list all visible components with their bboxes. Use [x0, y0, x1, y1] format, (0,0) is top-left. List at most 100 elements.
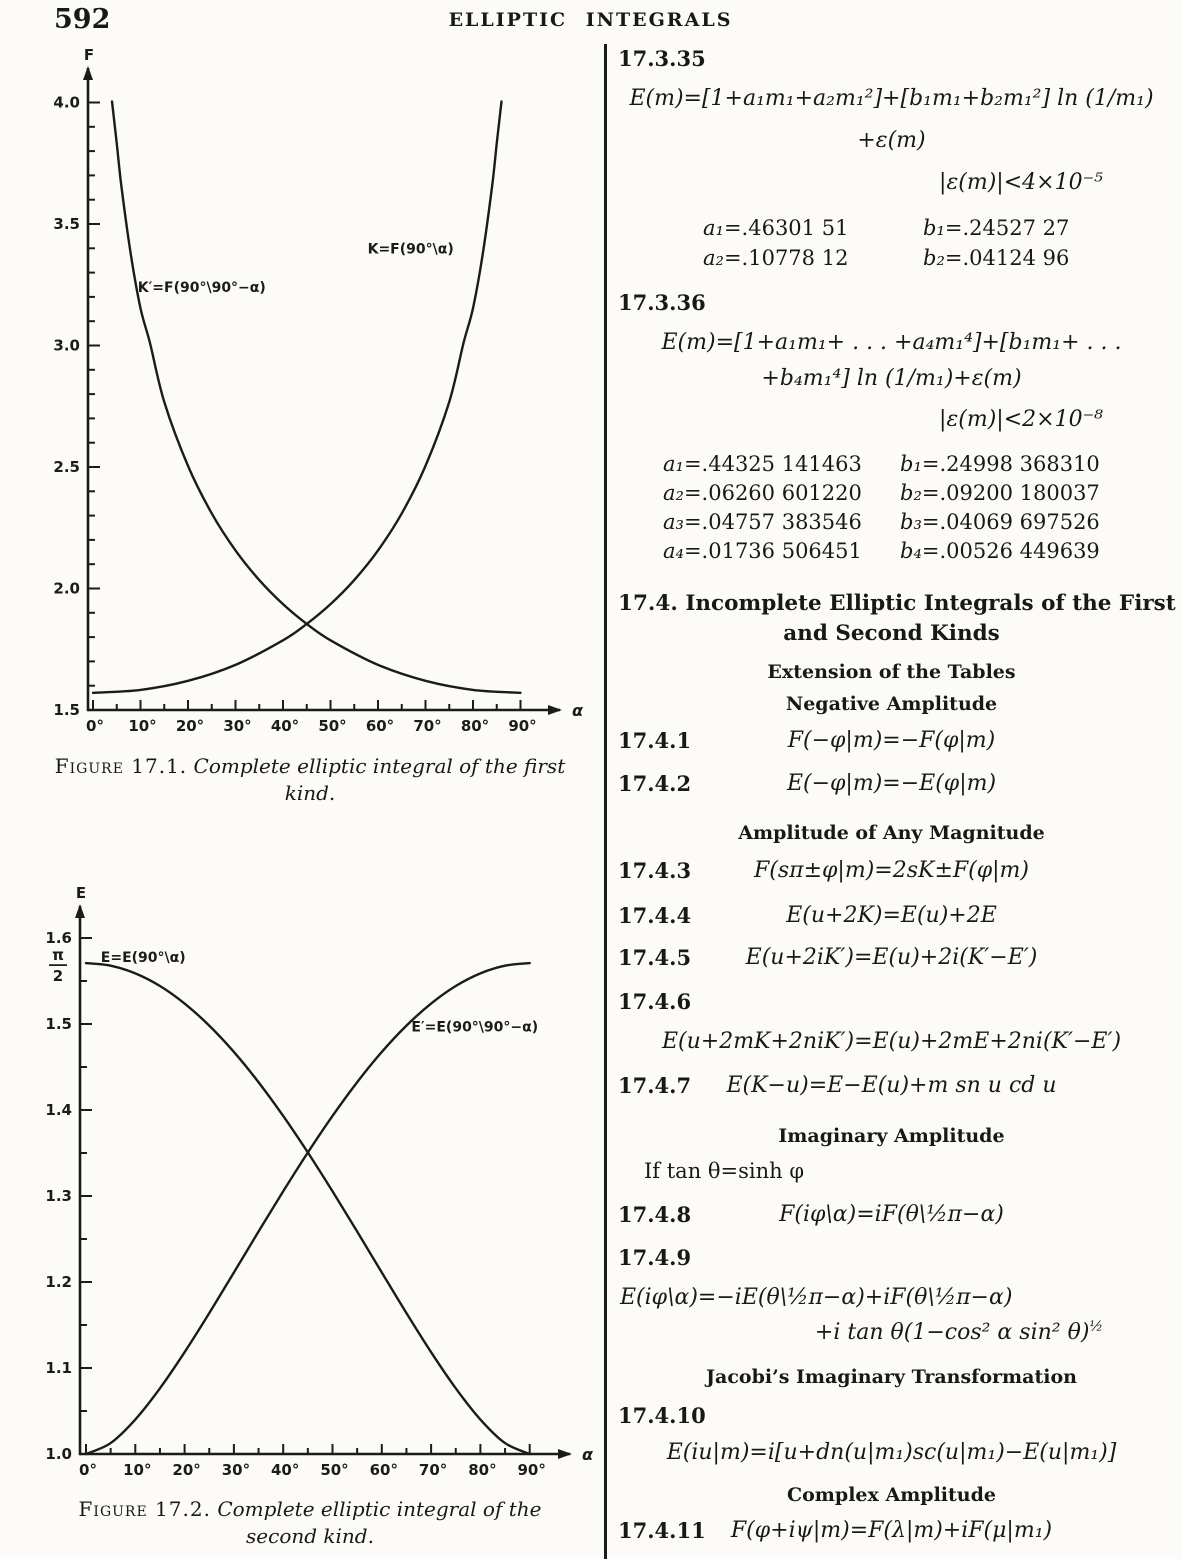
- svg-text:1.3: 1.3: [45, 1187, 72, 1205]
- figure-17-1-caption-text: Complete elliptic integral of the first: [193, 754, 566, 778]
- const-a4: a₄: [663, 539, 684, 563]
- svg-text:80°: 80°: [468, 1461, 496, 1479]
- const-a1-value: =.44325 141463: [683, 452, 862, 476]
- const-b2: b₂: [900, 481, 922, 505]
- eq-number: 17.4.7: [618, 1073, 692, 1098]
- subheading-jacobi-imaginary-transformation: Jacobi’s Imaginary Transformation: [706, 1366, 1077, 1388]
- svg-text:3.0: 3.0: [53, 337, 80, 355]
- const-a2-value: =.06260 601220: [683, 481, 862, 505]
- formula-17-3-36-line1: E(m)=[1+a₁m₁+ . . . +a₄m₁⁴]+[b₁m₁+ . . .: [661, 330, 1122, 355]
- const-a2: a₂: [703, 246, 724, 270]
- const-b4-value: =.00526 449639: [921, 539, 1100, 563]
- subheading-extension-of-tables: Extension of the Tables: [767, 661, 1016, 683]
- svg-text:0°: 0°: [79, 1461, 97, 1479]
- subheading-imaginary-amplitude: Imaginary Amplitude: [778, 1125, 1005, 1147]
- const-b1-value: =.24998 368310: [921, 452, 1100, 476]
- svg-text:π: π: [52, 946, 64, 964]
- const-b2-value: =.09200 180037: [921, 481, 1100, 505]
- svg-text:50°: 50°: [320, 1461, 348, 1479]
- const-b3: b₃: [900, 510, 922, 534]
- subheading-negative-amplitude: Negative Amplitude: [785, 693, 998, 715]
- const-b2: b₂: [923, 246, 945, 270]
- svg-text:0°: 0°: [86, 717, 104, 735]
- equation-17-4-11: 17.4.11 F(φ+iψ|m)=F(λ|m)+iF(μ|m₁): [618, 1518, 1165, 1543]
- eq-number: 17.4.1: [618, 728, 692, 753]
- svg-text:2: 2: [53, 967, 63, 985]
- eq-number-17-4-9: 17.4.9: [618, 1245, 692, 1270]
- equation-17-4-7: 17.4.7 E(K−u)=E−E(u)+m sn u cd u: [618, 1073, 1165, 1098]
- formula-17-3-35-error-bound: |ε(m)|<4×10⁻⁵: [939, 170, 1103, 195]
- formula: E(−φ|m)=−E(φ|m): [786, 771, 997, 796]
- formula: E(K−u)=E−E(u)+m sn u cd u: [726, 1073, 1057, 1098]
- constants-row: a₁=.44325 141463 b₁=.24998 368310: [618, 452, 1165, 482]
- formula-17-4-6: E(u+2mK+2niK′)=E(u)+2mE+2ni(K′−E′): [661, 1029, 1122, 1054]
- constants-row: a₄=.01736 506451 b₄=.00526 449639: [618, 539, 1165, 569]
- svg-text:α: α: [582, 1445, 594, 1464]
- column-divider-rule: [604, 44, 607, 1559]
- svg-text:20°: 20°: [176, 717, 204, 735]
- formula-17-4-9-line1: E(iφ\α)=−iE(θ\½π−α)+iF(θ\½π−α): [620, 1285, 1013, 1310]
- constants-row: a₂=.10778 12 b₂=.04124 96: [618, 246, 1165, 276]
- svg-text:1.2: 1.2: [45, 1273, 72, 1291]
- figure-17-2-caption: Figure 17.2. Complete elliptic integral …: [40, 1496, 580, 1550]
- figure-17-2-caption-text: Complete elliptic integral of the: [217, 1497, 542, 1521]
- svg-text:2.5: 2.5: [53, 458, 80, 476]
- formula-17-3-35-line1: E(m)=[1+a₁m₁+a₂m₁²]+[b₁m₁+b₂m₁²] ln (1/m…: [629, 86, 1154, 111]
- const-a3-value: =.04757 383546: [683, 510, 862, 534]
- const-a1: a₁: [663, 452, 684, 476]
- constants-row: a₂=.06260 601220 b₂=.09200 180037: [618, 481, 1165, 511]
- svg-text:K′=F(90°\90°−α): K′=F(90°\90°−α): [138, 280, 266, 296]
- const-a1-value: =.46301 51: [723, 216, 849, 240]
- const-b1-value: =.24527 27: [944, 216, 1070, 240]
- svg-text:60°: 60°: [370, 1461, 398, 1479]
- formula-17-4-10: E(iu|m)=i[u+dn(u|m₁)sc(u|m₁)−E(u|m₁)]: [666, 1440, 1117, 1465]
- const-b2-value: =.04124 96: [944, 246, 1070, 270]
- svg-text:40°: 40°: [271, 1461, 299, 1479]
- const-b1: b₁: [900, 452, 922, 476]
- svg-text:1.4: 1.4: [45, 1101, 72, 1119]
- figure-17-2-caption-text2: second kind.: [246, 1524, 374, 1548]
- formula-17-3-36-line2: +b₄m₁⁴] ln (1/m₁)+ε(m): [761, 366, 1022, 391]
- eq-number-17-4-6: 17.4.6: [618, 989, 692, 1014]
- page-number: 592: [54, 4, 111, 35]
- const-a2-value: =.10778 12: [723, 246, 849, 270]
- svg-text:90°: 90°: [508, 717, 536, 735]
- svg-text:F: F: [84, 48, 94, 64]
- const-b3-value: =.04069 697526: [921, 510, 1100, 534]
- subheading-amplitude-any-magnitude: Amplitude of Any Magnitude: [738, 822, 1045, 844]
- svg-text:70°: 70°: [419, 1461, 447, 1479]
- const-a4-value: =.01736 506451: [683, 539, 862, 563]
- formula: F(sπ±φ|m)=2sK±F(φ|m): [754, 858, 1029, 883]
- svg-text:E′=E(90°\90°−α): E′=E(90°\90°−α): [411, 1020, 538, 1036]
- right-column: 17.3.35 E(m)=[1+a₁m₁+a₂m₁²]+[b₁m₁+b₂m₁²]…: [618, 0, 1176, 1559]
- svg-text:40°: 40°: [271, 717, 299, 735]
- svg-text:10°: 10°: [128, 717, 156, 735]
- eq-number-17-3-36: 17.3.36: [618, 290, 706, 315]
- svg-text:10°: 10°: [123, 1461, 151, 1479]
- equation-17-4-1: 17.4.1 F(−φ|m)=−F(φ|m): [618, 728, 1165, 753]
- subheading-complex-amplitude: Complex Amplitude: [787, 1484, 996, 1506]
- curve-1: [91, 100, 503, 694]
- svg-text:4.0: 4.0: [53, 94, 80, 112]
- const-a2: a₂: [663, 481, 684, 505]
- formula-17-3-36-error-bound: |ε(m)|<2×10⁻⁸: [939, 407, 1103, 432]
- constants-row: a₃=.04757 383546 b₃=.04069 697526: [618, 510, 1165, 540]
- eq-number: 17.4.4: [618, 903, 692, 928]
- const-a1: a₁: [703, 216, 724, 240]
- svg-text:80°: 80°: [461, 717, 489, 735]
- svg-text:1.1: 1.1: [45, 1359, 72, 1377]
- svg-text:30°: 30°: [222, 1461, 250, 1479]
- svg-text:1.5: 1.5: [45, 1015, 72, 1033]
- svg-text:60°: 60°: [366, 717, 394, 735]
- svg-text:1.6: 1.6: [45, 929, 72, 947]
- equation-17-4-2: 17.4.2 E(−φ|m)=−E(φ|m): [618, 771, 1165, 796]
- svg-text:α: α: [572, 701, 584, 720]
- chart-svg-figure-1: Fα 1.5 2.0 2.5 3.0 3.5 4.0 0° 10° 20° 30° 40° 50° 60°…: [53, 46, 584, 735]
- svg-text:2.0: 2.0: [53, 580, 80, 598]
- equation-17-4-4: 17.4.4 E(u+2K)=E(u)+2E: [618, 903, 1165, 928]
- formula-17-3-35-line2: +ε(m): [857, 128, 926, 153]
